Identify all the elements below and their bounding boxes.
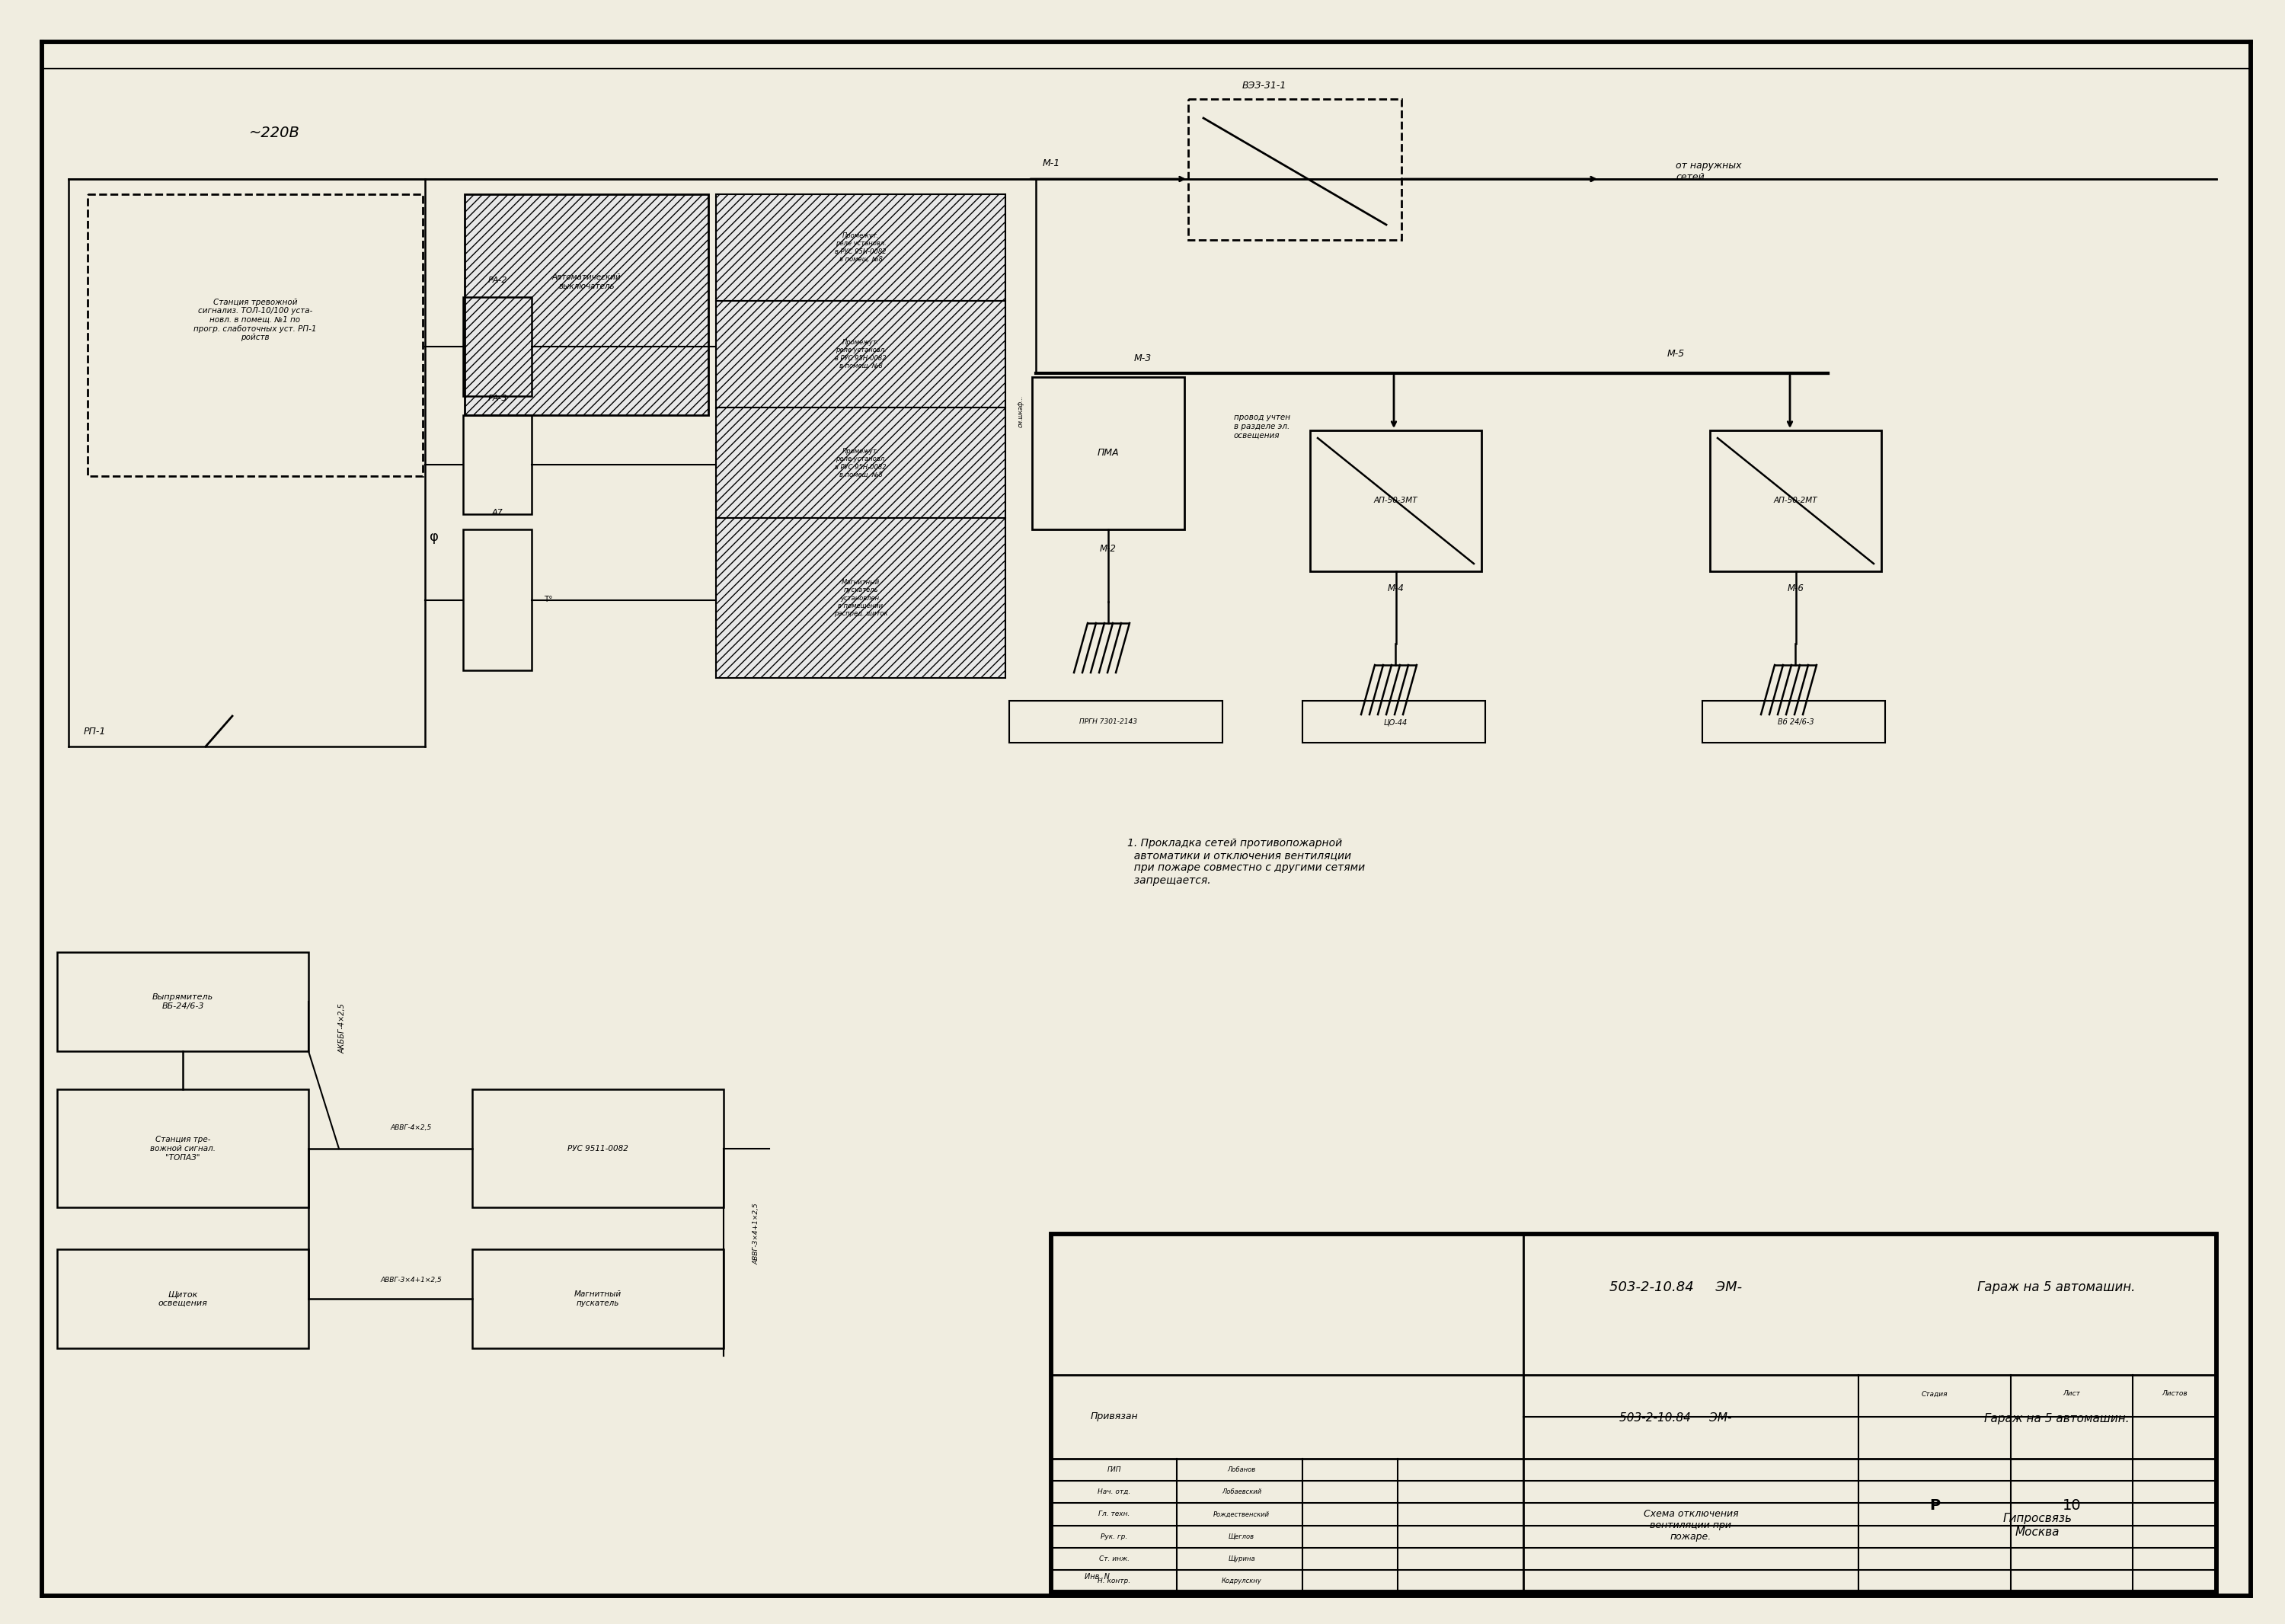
Text: φ: φ: [430, 529, 439, 544]
Text: М-5: М-5: [1666, 349, 1684, 359]
Bar: [57, 952, 308, 1051]
Text: ПМА: ПМА: [1097, 448, 1120, 458]
Text: Т°: Т°: [544, 596, 553, 604]
Bar: [1188, 99, 1401, 240]
Text: Магнитный
пускатель: Магнитный пускатель: [574, 1291, 622, 1307]
Text: Рук. гр.: Рук. гр.: [1101, 1533, 1129, 1540]
Bar: [464, 529, 532, 671]
Text: Р: Р: [1929, 1497, 1940, 1512]
Bar: [1709, 430, 1881, 572]
Text: Гараж на 5 автомашин.: Гараж на 5 автомашин.: [1977, 1280, 2136, 1294]
Text: АКББГ-4×2,5: АКББГ-4×2,5: [338, 1004, 347, 1054]
Text: ЦО-44: ЦО-44: [1385, 718, 1408, 726]
Text: Щеглов: Щеглов: [1229, 1533, 1254, 1540]
Text: Лобаевский: Лобаевский: [1222, 1489, 1261, 1496]
Text: провод учтен
в разделе эл.
освещения: провод учтен в разделе эл. освещения: [1234, 414, 1291, 438]
Bar: [1010, 702, 1222, 742]
Text: Станция тре-
вожной сигнал.
"ТОПАЗ": Станция тре- вожной сигнал. "ТОПАЗ": [151, 1137, 215, 1161]
Bar: [87, 195, 423, 476]
Text: М-4: М-4: [1387, 583, 1403, 593]
Text: 503-2-10.84     ЭМ-: 503-2-10.84 ЭМ-: [1620, 1413, 1732, 1424]
Text: РА-3: РА-3: [487, 395, 507, 403]
Text: Промежут.
реле установл.
в РУС 95Н-0082
в помещ. №8: Промежут. реле установл. в РУС 95Н-0082 …: [834, 339, 887, 370]
Text: от наружных
сетей: от наружных сетей: [1675, 161, 1741, 182]
Bar: [715, 195, 1005, 300]
Text: ~220В: ~220В: [249, 127, 299, 141]
Text: АВВГ-3×4+1×2,5: АВВГ-3×4+1×2,5: [754, 1203, 759, 1265]
Text: А7: А7: [491, 508, 503, 516]
Text: Магнитный
пускатель
установлен.
в помещении
распред. щиток: Магнитный пускатель установлен. в помеще…: [834, 578, 887, 617]
Text: ГИП: ГИП: [1108, 1466, 1122, 1473]
Text: РУС 9511-0082: РУС 9511-0082: [567, 1145, 628, 1153]
Bar: [1302, 702, 1485, 742]
Text: Рождественский: Рождественский: [1213, 1510, 1270, 1518]
Bar: [57, 1249, 308, 1348]
Text: Щурина: Щурина: [1227, 1556, 1254, 1562]
Text: Листов: Листов: [2162, 1390, 2187, 1397]
Text: Промежут.
реле установл.
в РУС 95Н-0082
в помещ. №8: Промежут. реле установл. в РУС 95Н-0082 …: [834, 448, 887, 479]
Text: Автоматический
выключатель: Автоматический выключатель: [553, 273, 622, 291]
Bar: [57, 1090, 308, 1207]
Text: АП-50-2МТ: АП-50-2МТ: [1773, 497, 1817, 505]
Text: АВВГ-4×2,5: АВВГ-4×2,5: [391, 1124, 432, 1130]
Text: 1. Прокладка сетей противопожарной
  автоматики и отключения вентиляции
  при по: 1. Прокладка сетей противопожарной автом…: [1127, 838, 1364, 885]
Text: М-1: М-1: [1042, 159, 1060, 169]
Text: Кодрулскну: Кодрулскну: [1222, 1577, 1261, 1585]
Text: Лобанов: Лобанов: [1227, 1466, 1257, 1473]
Text: см.шкаф...: см.шкаф...: [1017, 395, 1024, 427]
Text: ПРГН 7301-2143: ПРГН 7301-2143: [1079, 719, 1138, 726]
Text: Гараж на 5 автомашин.: Гараж на 5 автомашин.: [1983, 1413, 2130, 1424]
Text: Ст. инж.: Ст. инж.: [1099, 1556, 1129, 1562]
Bar: [1033, 377, 1184, 529]
Text: Гипросвязь
Москва: Гипросвязь Москва: [2002, 1514, 2072, 1538]
Text: Промежут.
реле установл.
в РУС 95Н-0082
в помещ. №8: Промежут. реле установл. в РУС 95Н-0082 …: [834, 232, 887, 263]
Text: Вб 24/6-3: Вб 24/6-3: [1778, 718, 1814, 726]
Bar: [715, 300, 1005, 408]
Text: 10: 10: [2063, 1497, 2082, 1512]
Text: РА-2: РА-2: [487, 276, 507, 284]
Text: Инв. N: Инв. N: [1085, 1574, 1108, 1580]
Text: АП-50-3МТ: АП-50-3МТ: [1373, 497, 1417, 505]
Text: Нач. отд.: Нач. отд.: [1097, 1489, 1131, 1496]
Bar: [1051, 1234, 2216, 1592]
Text: Схема отключения
вентиляции при
пожаре.: Схема отключения вентиляции при пожаре.: [1643, 1509, 1739, 1541]
Bar: [464, 297, 532, 396]
Text: РП-1: РП-1: [85, 726, 105, 736]
Text: Выпрямитель
ВБ-24/6-3: Выпрямитель ВБ-24/6-3: [153, 994, 213, 1010]
Text: М-6: М-6: [1787, 583, 1803, 593]
Text: АВВГ-3×4+1×2,5: АВВГ-3×4+1×2,5: [382, 1276, 441, 1283]
Bar: [1051, 1234, 2216, 1592]
Text: М-3: М-3: [1133, 352, 1152, 362]
Text: Щиток
освещения: Щиток освещения: [158, 1291, 208, 1307]
Text: Стадия: Стадия: [1922, 1390, 1947, 1397]
Bar: [473, 1090, 724, 1207]
Text: Гл. техн.: Гл. техн.: [1099, 1510, 1131, 1518]
Bar: [464, 195, 708, 416]
Text: 503-2-10.84     ЭМ-: 503-2-10.84 ЭМ-: [1609, 1280, 1741, 1294]
Text: Станция тревожной
сигнализ. ТОЛ-10/100 уста-
новл. в помещ. №1 по
прогр. слабото: Станция тревожной сигнализ. ТОЛ-10/100 у…: [194, 299, 318, 341]
Bar: [464, 416, 532, 515]
Bar: [715, 518, 1005, 677]
Text: Привязан: Привязан: [1090, 1411, 1138, 1421]
Bar: [473, 1249, 724, 1348]
Text: ВЭЗ-31-1: ВЭЗ-31-1: [1243, 80, 1286, 91]
Text: Н. контр.: Н. контр.: [1097, 1577, 1131, 1585]
Bar: [715, 408, 1005, 518]
Text: Лист: Лист: [2063, 1390, 2079, 1397]
Bar: [1702, 702, 1885, 742]
Text: М-2: М-2: [1099, 544, 1117, 554]
Bar: [1309, 430, 1481, 572]
